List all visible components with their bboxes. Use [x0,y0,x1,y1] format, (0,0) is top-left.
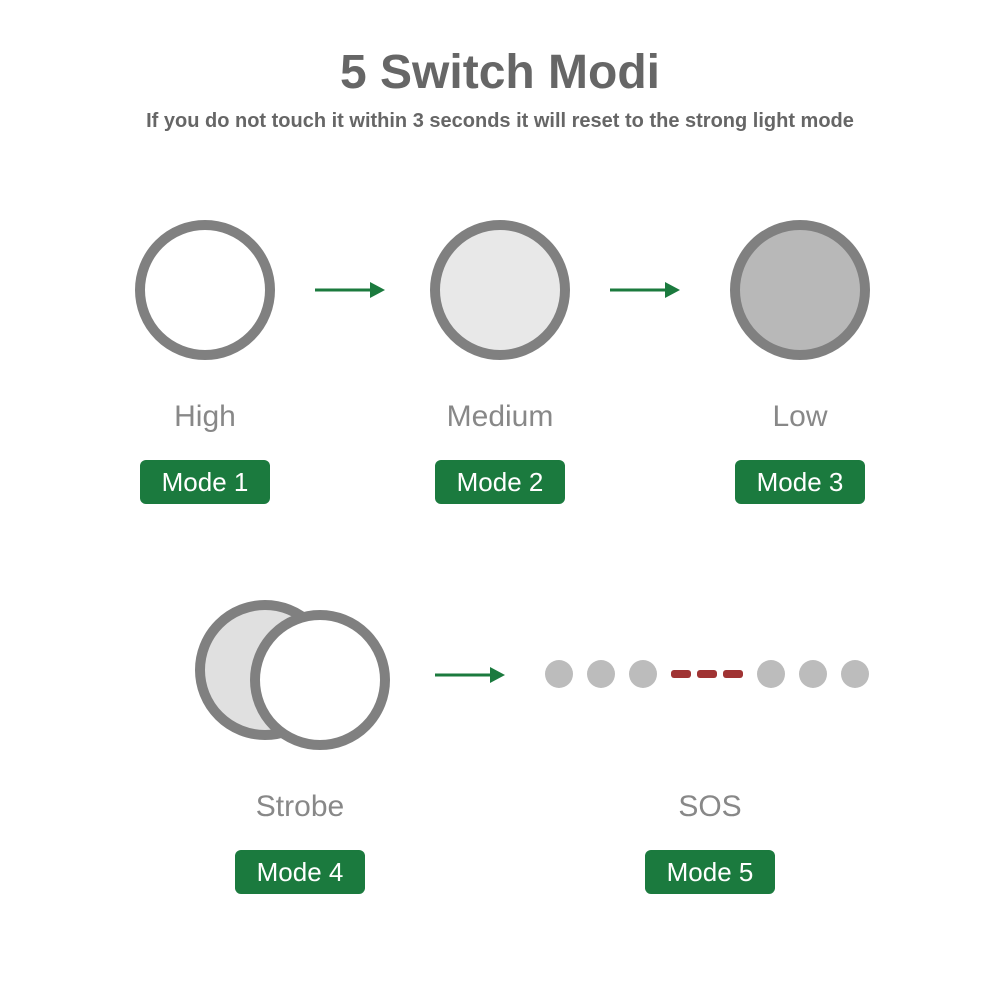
sos-dot [629,660,657,688]
mode-label-sos: SOS [610,790,810,824]
sos-dot [757,660,785,688]
mode-graphic-strobe [195,600,405,760]
sos-dot [545,660,573,688]
sos-dot [587,660,615,688]
mode-badge-2: Mode 2 [435,460,565,504]
sos-dot [799,660,827,688]
sos-dash [671,670,691,678]
mode-label-high: High [105,400,305,434]
arrow-icon [310,275,390,305]
sos-dashes [671,670,743,678]
sos-dash [723,670,743,678]
sos-dash [697,670,717,678]
strobe-front-circle [250,610,390,750]
mode-circle-low [730,220,870,360]
arrow-icon [605,275,685,305]
mode-badge-1: Mode 1 [140,460,270,504]
sos-dot [841,660,869,688]
mode-circle-medium [430,220,570,360]
mode-graphic-sos [545,660,869,688]
mode-label-low: Low [700,400,900,434]
page-title: 5 Switch Modi [0,45,1000,100]
mode-label-medium: Medium [400,400,600,434]
arrow-icon [430,660,510,690]
mode-label-strobe: Strobe [200,790,400,824]
page-subtitle: If you do not touch it within 3 seconds … [0,110,1000,133]
mode-badge-4: Mode 4 [235,850,365,894]
mode-badge-3: Mode 3 [735,460,865,504]
mode-badge-5: Mode 5 [645,850,775,894]
mode-circle-high [135,220,275,360]
